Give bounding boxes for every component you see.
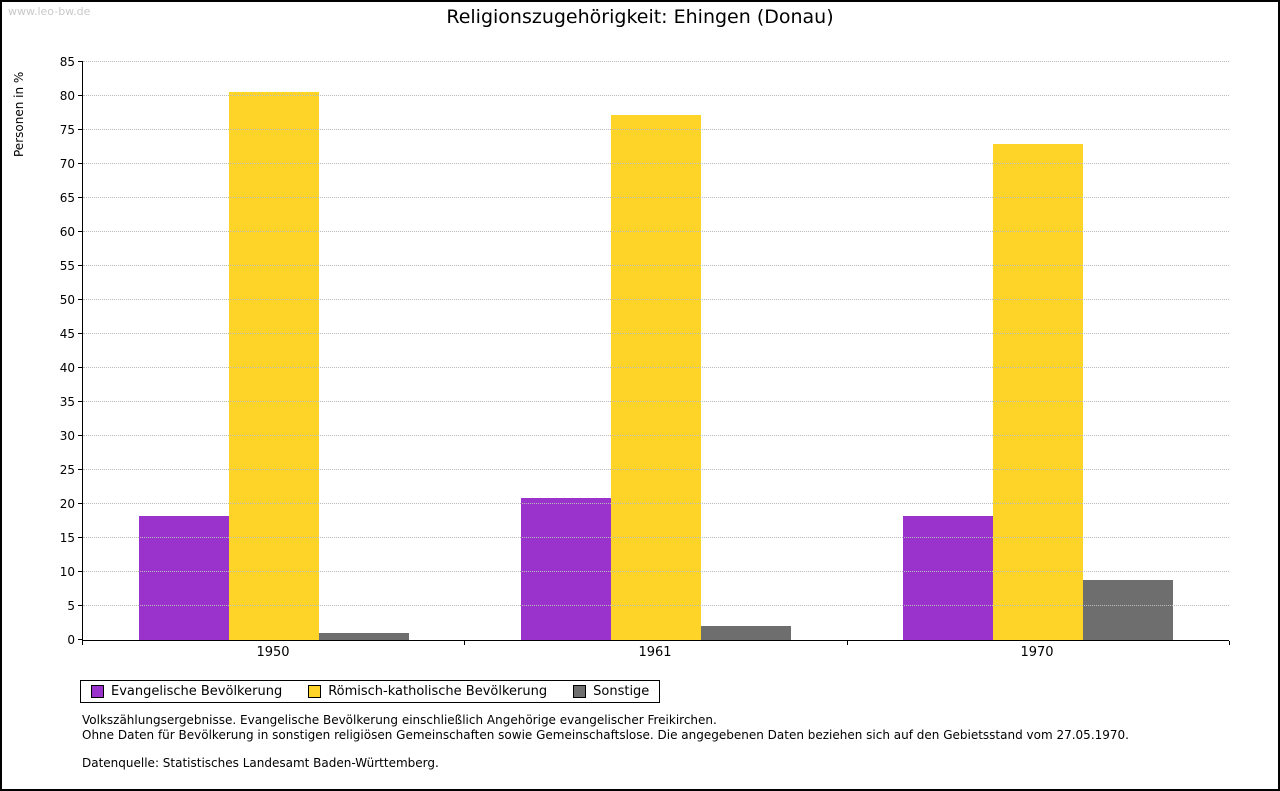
y-tick-mark — [78, 469, 83, 470]
gridline — [83, 231, 1229, 232]
gridline — [83, 401, 1229, 402]
y-tick-mark — [78, 367, 83, 368]
y-tick-label: 15 — [59, 531, 75, 545]
y-tick-label: 55 — [59, 259, 75, 273]
watermark: www.leo-bw.de — [8, 5, 91, 18]
x-tick-mark — [846, 641, 848, 645]
legend-swatch — [91, 685, 104, 698]
y-tick-label: 80 — [59, 89, 75, 103]
y-tick-mark — [78, 503, 83, 504]
footnote-line-2: Ohne Daten für Bevölkerung in sonstigen … — [82, 728, 1129, 742]
bar — [521, 497, 611, 640]
y-tick-mark — [78, 95, 83, 96]
gridline — [83, 503, 1229, 504]
bar — [993, 143, 1083, 640]
bar-group-1961 — [465, 62, 847, 640]
gridline — [83, 163, 1229, 164]
y-tick-label: 45 — [59, 327, 75, 341]
y-tick-label: 5 — [67, 599, 75, 613]
gridline — [83, 265, 1229, 266]
y-tick-label: 50 — [59, 293, 75, 307]
y-tick-label: 60 — [59, 225, 75, 239]
legend-item: Römisch-katholische Bevölkerung — [308, 684, 547, 699]
y-tick-mark — [78, 537, 83, 538]
y-axis-label: Personen in % — [12, 71, 26, 157]
gridline — [83, 129, 1229, 131]
x-axis-label: 1950 — [256, 645, 290, 660]
legend-label: Sonstige — [593, 684, 650, 699]
y-tick-mark — [78, 265, 83, 266]
y-tick-mark — [78, 435, 83, 436]
chart-title: Religionszugehörigkeit: Ehingen (Donau) — [446, 6, 834, 28]
y-tick-label: 20 — [59, 497, 75, 511]
legend-swatch — [573, 685, 587, 698]
bar — [319, 633, 409, 640]
y-tick-mark — [78, 605, 83, 606]
gridline — [83, 299, 1229, 300]
y-tick-label: 35 — [59, 395, 75, 409]
gridline — [83, 333, 1229, 334]
y-tick-label: 10 — [59, 565, 75, 579]
x-axis-labels: 1950 1961 1970 — [82, 645, 1228, 660]
y-tick-label: 65 — [59, 191, 75, 205]
x-tick-mark — [82, 641, 83, 645]
y-tick-label: 70 — [59, 157, 75, 171]
y-tick-mark — [78, 163, 83, 164]
gridline — [83, 197, 1229, 198]
bar — [229, 91, 319, 640]
y-tick-mark — [78, 197, 83, 198]
gridline — [83, 571, 1229, 572]
footnote-source: Datenquelle: Statistisches Landesamt Bad… — [82, 756, 439, 770]
y-tick-mark — [78, 231, 83, 232]
y-tick-mark — [78, 129, 83, 131]
gridline — [83, 469, 1229, 470]
x-tick-mark — [464, 641, 466, 645]
y-tick-mark — [78, 571, 83, 572]
gridline — [83, 61, 1229, 62]
footnotes: Volkszählungsergebnisse. Evangelische Be… — [82, 713, 1129, 771]
bar — [701, 626, 791, 640]
legend-item: Sonstige — [573, 684, 649, 699]
gridline — [83, 605, 1229, 606]
gridline — [83, 95, 1229, 96]
x-tick-mark — [1229, 641, 1230, 645]
y-tick-label: 75 — [59, 123, 75, 138]
y-tick-label: 40 — [59, 361, 75, 375]
footnote-line-1: Volkszählungsergebnisse. Evangelische Be… — [82, 713, 717, 727]
y-tick-mark — [78, 299, 83, 300]
gridline — [83, 367, 1229, 368]
y-tick-label: 0 — [67, 633, 75, 647]
y-tick-label: 85 — [59, 55, 75, 69]
bar — [903, 515, 993, 640]
legend-item: Evangelische Bevölkerung — [91, 684, 282, 699]
legend-label: Römisch-katholische Bevölkerung — [328, 684, 548, 699]
y-tick-label: 30 — [59, 429, 75, 443]
gridline — [83, 435, 1229, 436]
y-tick-label: 25 — [59, 463, 75, 477]
y-tick-mark — [78, 333, 83, 334]
legend: Evangelische Bevölkerung Römisch-katholis… — [80, 680, 661, 703]
gridline — [83, 537, 1229, 538]
y-tick-mark — [78, 61, 83, 62]
bar-group-1950 — [83, 62, 465, 640]
bar — [1083, 580, 1173, 640]
plot-area: 0 5 10 15 20 25 30 35 40 45 50 55 60 65 70 75 80 85 — [60, 55, 1229, 647]
x-axis-ticks — [82, 641, 1230, 646]
y-tick-mark — [78, 401, 83, 402]
bar-group-1970 — [847, 62, 1229, 640]
y-tick-mark — [78, 639, 83, 640]
bar — [139, 515, 229, 640]
x-axis-label: 1970 — [1020, 645, 1054, 660]
x-axis-label: 1961 — [638, 645, 672, 660]
bar — [611, 115, 701, 640]
bar-groups — [83, 62, 1229, 640]
legend-label: Evangelische Bevölkerung — [111, 684, 283, 699]
legend-swatch — [308, 685, 322, 698]
